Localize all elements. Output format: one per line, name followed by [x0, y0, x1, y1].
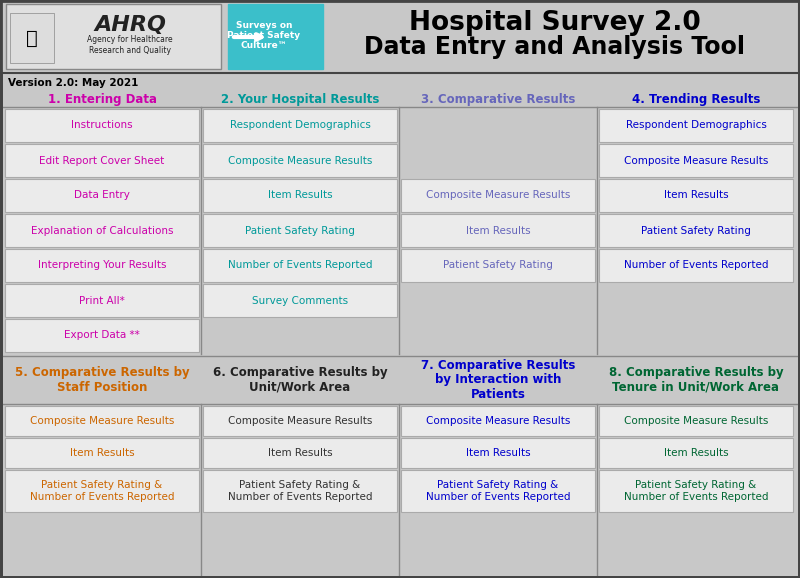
Bar — [10, 13, 54, 63]
Text: Number of Events Reported: Number of Events Reported — [624, 261, 768, 271]
Text: Item Results: Item Results — [664, 191, 728, 201]
Text: 2. Your Hospital Results: 2. Your Hospital Results — [221, 92, 379, 106]
Text: 4. Trending Results: 4. Trending Results — [632, 92, 760, 106]
Bar — [599, 249, 793, 282]
Text: Item Results: Item Results — [268, 191, 332, 201]
Bar — [401, 249, 595, 282]
Text: 1. Entering Data: 1. Entering Data — [47, 92, 157, 106]
Bar — [599, 470, 793, 512]
Bar — [1, 0, 799, 73]
Bar — [5, 470, 199, 512]
Bar — [203, 179, 397, 212]
Bar — [401, 214, 595, 247]
Text: Version 2.0: May 2021: Version 2.0: May 2021 — [8, 78, 138, 88]
Text: Agency for Healthcare
Research and Quality: Agency for Healthcare Research and Quali… — [87, 35, 173, 55]
Text: Item Results: Item Results — [268, 448, 332, 458]
Text: Explanation of Calculations: Explanation of Calculations — [30, 225, 174, 235]
Bar — [5, 406, 199, 436]
Text: Instructions: Instructions — [71, 120, 133, 131]
Text: Item Results: Item Results — [466, 225, 530, 235]
Text: 3. Comparative Results: 3. Comparative Results — [421, 92, 575, 106]
Text: Culture™: Culture™ — [241, 40, 287, 50]
Text: Composite Measure Results: Composite Measure Results — [30, 416, 174, 426]
Bar — [5, 214, 199, 247]
Bar — [5, 249, 199, 282]
Bar — [203, 470, 397, 512]
Bar — [599, 438, 793, 468]
Text: 🦅: 🦅 — [26, 28, 38, 47]
Text: Patient Safety Rating &
Number of Events Reported: Patient Safety Rating & Number of Events… — [624, 480, 768, 502]
Text: Patient Safety: Patient Safety — [227, 31, 301, 39]
Bar — [5, 319, 199, 352]
Text: Edit Report Cover Sheet: Edit Report Cover Sheet — [39, 155, 165, 165]
Text: Data Entry and Analysis Tool: Data Entry and Analysis Tool — [365, 35, 746, 59]
Bar — [6, 4, 221, 69]
Bar — [401, 470, 595, 512]
Text: Export Data **: Export Data ** — [64, 331, 140, 340]
Text: Interpreting Your Results: Interpreting Your Results — [38, 261, 166, 271]
Text: Patient Safety Rating: Patient Safety Rating — [641, 225, 751, 235]
Bar — [5, 438, 199, 468]
Text: Patient Safety Rating: Patient Safety Rating — [245, 225, 355, 235]
Bar — [599, 214, 793, 247]
Text: Item Results: Item Results — [466, 448, 530, 458]
Text: Item Results: Item Results — [70, 448, 134, 458]
Bar — [203, 109, 397, 142]
Text: Item Results: Item Results — [664, 448, 728, 458]
Text: Composite Measure Results: Composite Measure Results — [228, 416, 372, 426]
Text: AHRQ: AHRQ — [94, 15, 166, 35]
Bar — [228, 4, 323, 69]
Bar — [599, 144, 793, 177]
Text: Respondent Demographics: Respondent Demographics — [626, 120, 766, 131]
Bar — [599, 179, 793, 212]
Text: Patient Safety Rating: Patient Safety Rating — [443, 261, 553, 271]
Text: Composite Measure Results: Composite Measure Results — [624, 416, 768, 426]
Text: Hospital Survey 2.0: Hospital Survey 2.0 — [409, 10, 701, 36]
Text: Respondent Demographics: Respondent Demographics — [230, 120, 370, 131]
Bar — [203, 144, 397, 177]
Text: Number of Events Reported: Number of Events Reported — [228, 261, 372, 271]
Text: Composite Measure Results: Composite Measure Results — [624, 155, 768, 165]
Text: 6. Comparative Results by
Unit/Work Area: 6. Comparative Results by Unit/Work Area — [213, 366, 387, 394]
Text: Surveys on: Surveys on — [236, 20, 292, 29]
Bar — [203, 284, 397, 317]
Bar — [203, 249, 397, 282]
Bar — [5, 144, 199, 177]
Text: Composite Measure Results: Composite Measure Results — [426, 191, 570, 201]
Text: 5. Comparative Results by
Staff Position: 5. Comparative Results by Staff Position — [14, 366, 190, 394]
Text: 8. Comparative Results by
Tenure in Unit/Work Area: 8. Comparative Results by Tenure in Unit… — [609, 366, 783, 394]
Bar — [599, 109, 793, 142]
Text: Patient Safety Rating &
Number of Events Reported: Patient Safety Rating & Number of Events… — [228, 480, 372, 502]
Bar — [5, 109, 199, 142]
Text: Composite Measure Results: Composite Measure Results — [228, 155, 372, 165]
Bar — [401, 406, 595, 436]
Bar — [203, 438, 397, 468]
Text: Survey Comments: Survey Comments — [252, 295, 348, 306]
Bar — [5, 284, 199, 317]
Text: Patient Safety Rating &
Number of Events Reported: Patient Safety Rating & Number of Events… — [426, 480, 570, 502]
Text: Composite Measure Results: Composite Measure Results — [426, 416, 570, 426]
Bar — [599, 406, 793, 436]
Text: Print All*: Print All* — [79, 295, 125, 306]
Bar — [401, 438, 595, 468]
Bar — [203, 406, 397, 436]
Text: Data Entry: Data Entry — [74, 191, 130, 201]
Text: 7. Comparative Results
by Interaction with
Patients: 7. Comparative Results by Interaction wi… — [421, 358, 575, 402]
Bar — [401, 179, 595, 212]
Text: Patient Safety Rating &
Number of Events Reported: Patient Safety Rating & Number of Events… — [30, 480, 174, 502]
Bar — [5, 179, 199, 212]
Bar — [203, 214, 397, 247]
